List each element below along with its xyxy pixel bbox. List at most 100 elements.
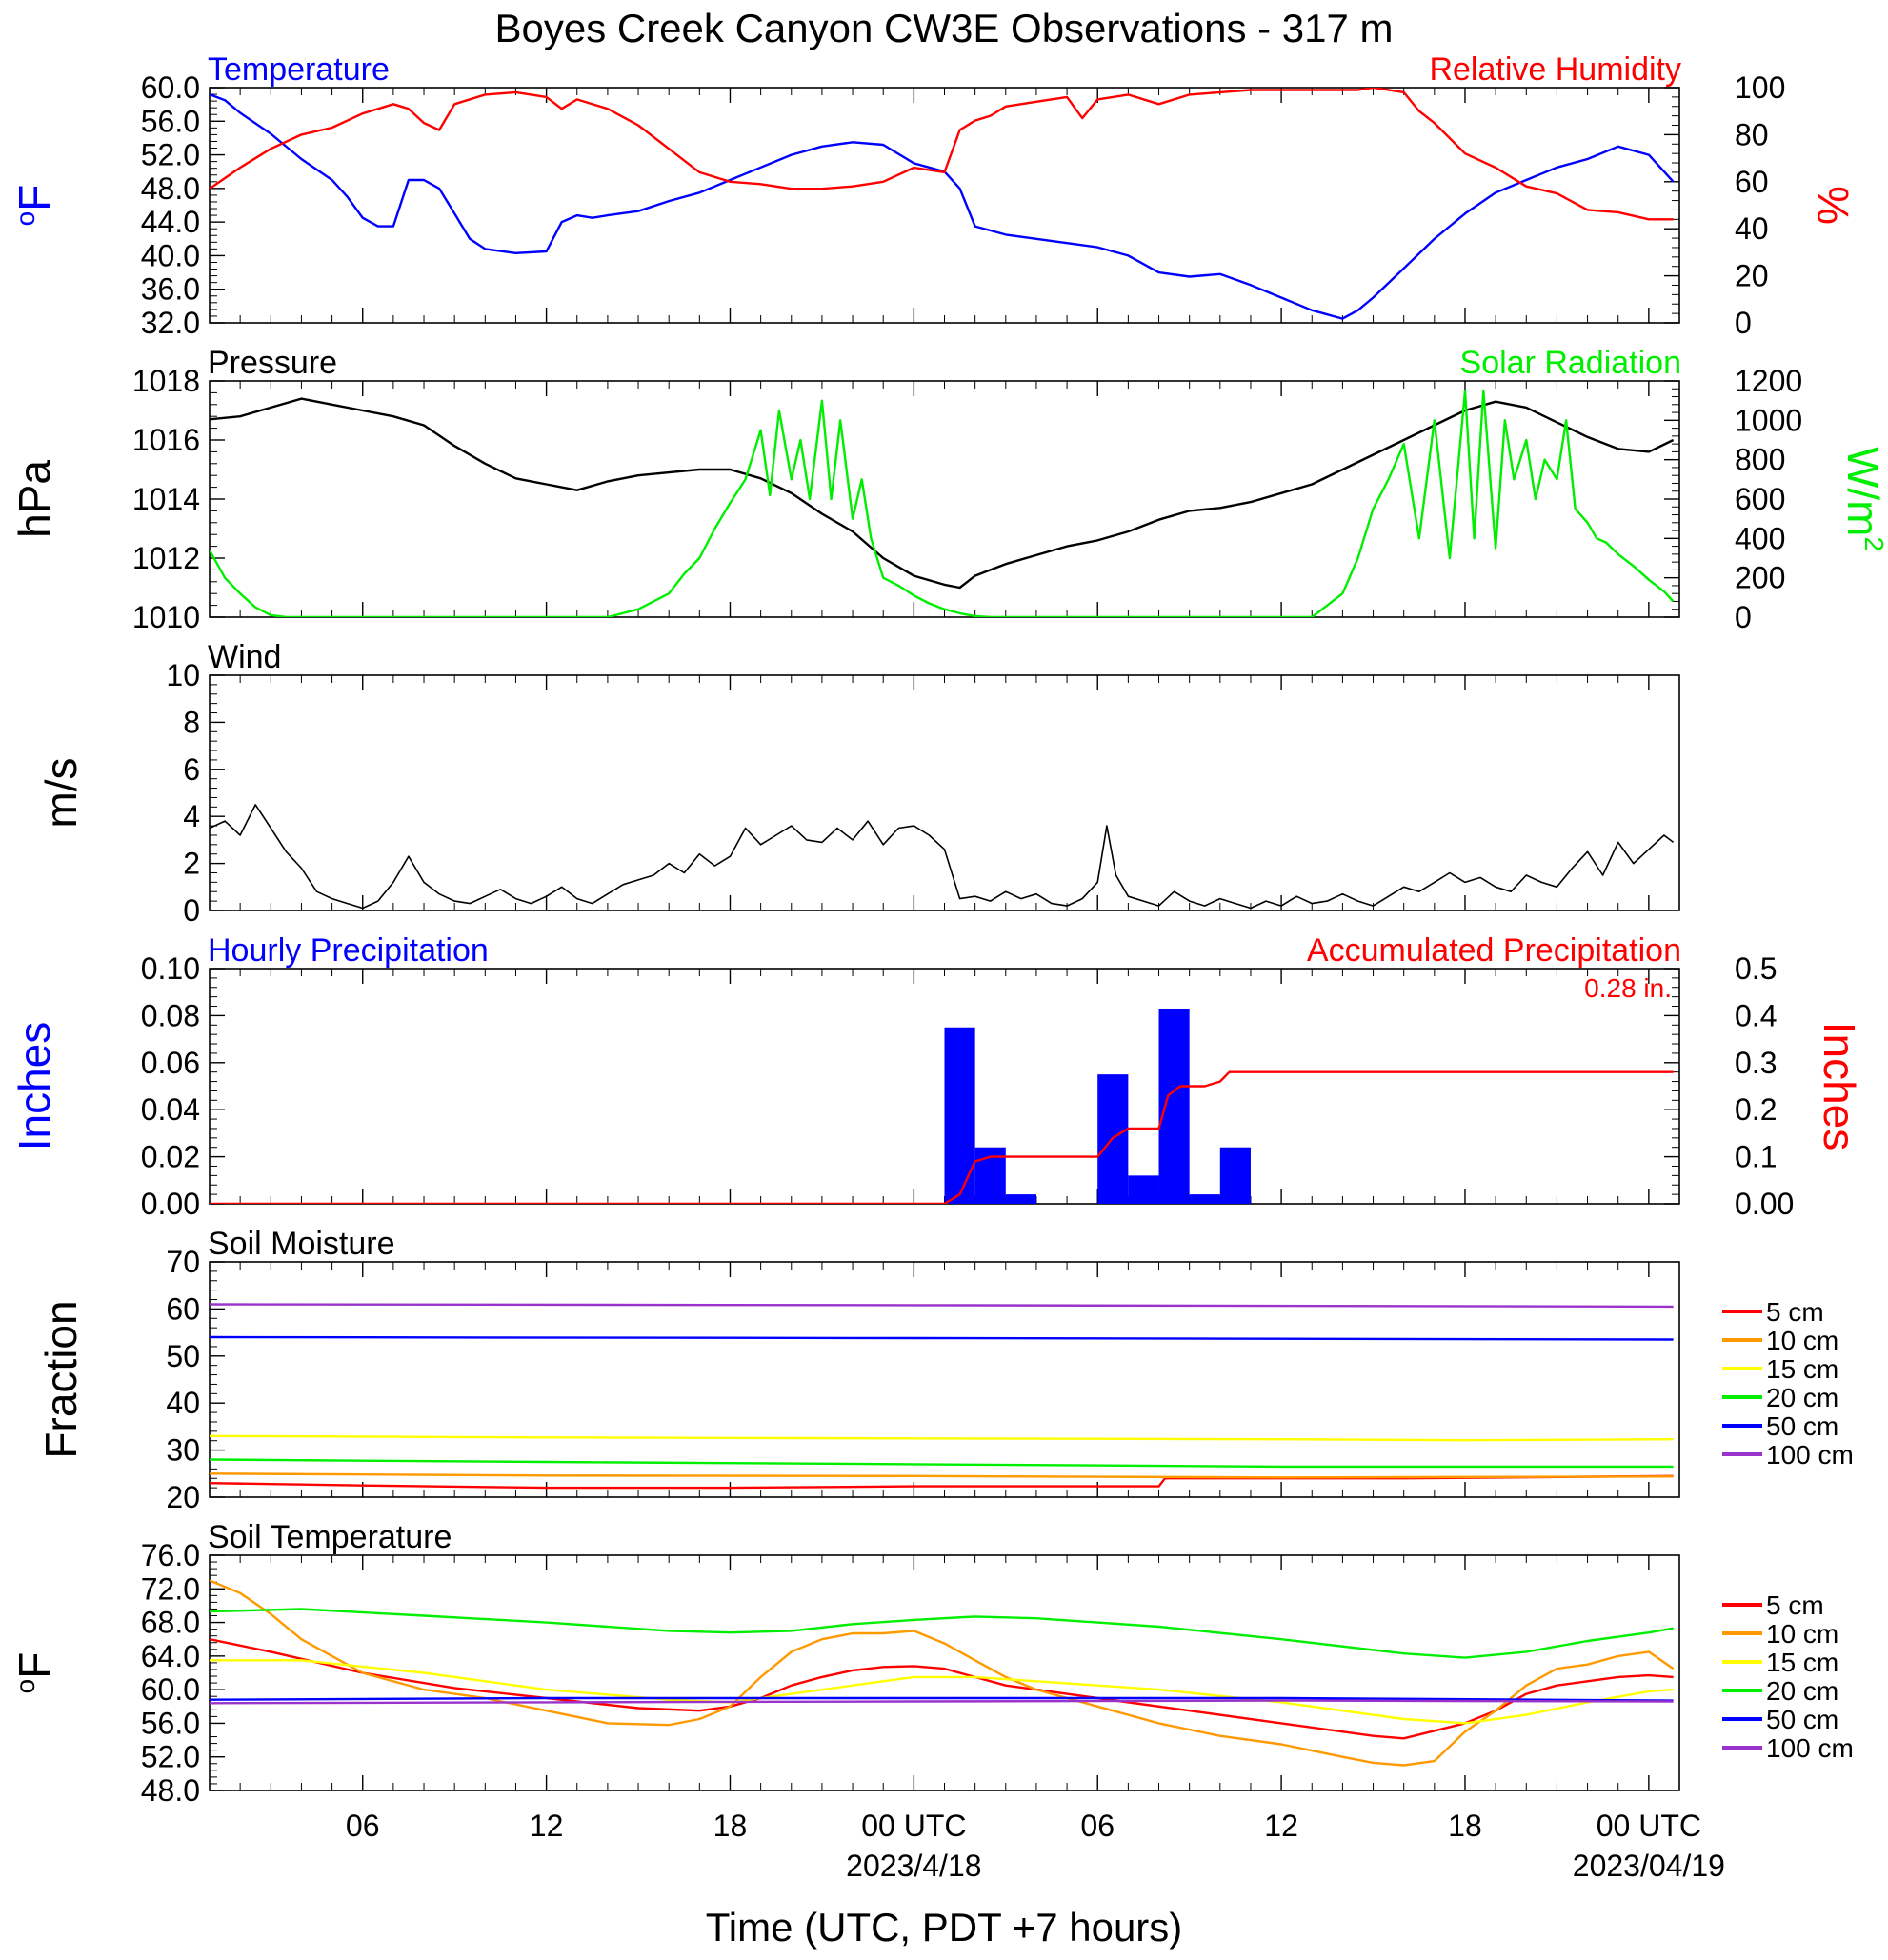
panel-pressure-solar: Pressure Solar Radiation 1010 1012 1014 1016 1… — [10, 345, 1888, 634]
plot-frame — [209, 87, 1680, 324]
y2-tick-label: 0.00 — [1735, 1187, 1794, 1221]
series-line-50-cm — [210, 1335, 1674, 1341]
y-tick-label: 1012 — [132, 541, 200, 575]
y-axis-label-right: % — [1808, 186, 1858, 225]
y-tick-label: 48.0 — [141, 171, 200, 206]
series-line-10-cm — [210, 1579, 1675, 1767]
y-axis-label-left: Inches — [10, 1022, 59, 1151]
y2-tick-label: 200 — [1735, 561, 1785, 595]
series-line-15-cm — [210, 1434, 1674, 1442]
y-tick-label: 0.10 — [141, 951, 200, 986]
x-tick-label: 18 — [1448, 1809, 1482, 1843]
y-tick-label: 50 — [166, 1339, 200, 1373]
y-axis-label-left: Fraction — [36, 1300, 86, 1458]
y-tick-label: 0.00 — [141, 1187, 200, 1221]
legend-label: 20 cm — [1766, 1676, 1838, 1706]
series-line-20-cm — [210, 1608, 1674, 1659]
legend-label: 5 cm — [1766, 1590, 1824, 1620]
legend-label: 15 cm — [1766, 1648, 1838, 1677]
series-line-20-cm — [210, 1458, 1674, 1469]
x-tick-label: 00 UTC — [1597, 1809, 1701, 1843]
y-tick-label: 52.0 — [141, 138, 200, 172]
series-line-10-cm — [210, 1472, 1674, 1479]
panel-title-right: Accumulated Precipitation — [1307, 932, 1681, 969]
y-axis-label-left: oF — [10, 1652, 59, 1694]
panel-title-left: Pressure — [208, 345, 337, 381]
y-tick-label: 68.0 — [141, 1606, 200, 1640]
panel-soil-moisture: Soil Moisture 20 30 40 50 60 70 Fraction 5 cm10 … — [36, 1226, 1854, 1514]
y-tick-label: 52.0 — [141, 1740, 200, 1774]
y-tick-label: 0 — [183, 893, 200, 928]
y2-tick-label: 20 — [1735, 259, 1769, 293]
panel-title-left: Soil Moisture — [208, 1226, 395, 1262]
accumulated-precip-line — [210, 1070, 1674, 1204]
precip-bar — [944, 1027, 975, 1204]
panel-soil-temperature: Soil Temperature 48.052.056.060.064.068.0… — [10, 1519, 1854, 1808]
panel-title-left: Wind — [208, 639, 281, 675]
y-tick-label: 1010 — [132, 600, 200, 634]
time-axis: 06 12 18 00 UTC 2023/4/18 06 12 18 00 UTC 2023/04… — [346, 1809, 1725, 1883]
y2-tick-label: 400 — [1735, 521, 1785, 555]
x-tick-label: 06 — [1080, 1809, 1115, 1843]
data-layer — [210, 804, 1675, 910]
y2-tick-label: 60 — [1735, 165, 1769, 199]
y-tick-label: 6 — [183, 752, 200, 787]
y2-tick-label: 1000 — [1735, 403, 1802, 437]
y-tick-label: 0.08 — [141, 998, 200, 1032]
y-tick-label: 1014 — [132, 482, 200, 516]
panel-title-left: Hourly Precipitation — [208, 932, 489, 969]
y-tick-label: 30 — [166, 1433, 200, 1468]
series-line-15-cm — [210, 1659, 1674, 1725]
y-tick-label: 72.0 — [141, 1571, 200, 1606]
data-layer — [210, 390, 1675, 617]
y-tick-label: 40.0 — [141, 238, 200, 272]
y2-tick-label: 0.1 — [1735, 1140, 1777, 1174]
y-tick-label: 56.0 — [141, 1706, 200, 1740]
data-layer — [210, 1303, 1674, 1490]
series-line-solar-radiation — [210, 390, 1675, 617]
x-axis-label: Time (UTC, PDT +7 hours) — [706, 1905, 1183, 1950]
y2-tick-label: 100 — [1735, 70, 1785, 105]
legend-label: 5 cm — [1766, 1297, 1824, 1327]
figure-title: Boyes Creek Canyon CW3E Observations - 3… — [494, 6, 1393, 50]
y-tick-label: 44.0 — [141, 205, 200, 239]
panel-title-right: Relative Humidity — [1429, 51, 1681, 88]
precip-bar — [1158, 1008, 1190, 1204]
panel-title-left: Soil Temperature — [208, 1519, 452, 1555]
legend-label: 50 cm — [1766, 1705, 1838, 1734]
y2-tick-label: 800 — [1735, 443, 1785, 477]
y2-tick-label: 1200 — [1735, 364, 1802, 398]
legend-label: 20 cm — [1766, 1383, 1838, 1412]
panel-temp-rh: Temperature Relative Humidity 32.036.040.0… — [10, 51, 1858, 340]
y-axis-label-left: hPa — [10, 460, 59, 538]
y-tick-label: 1018 — [132, 364, 200, 398]
y-axis-label-right: W/m2 — [1838, 447, 1888, 551]
y-tick-label: 40 — [166, 1386, 200, 1420]
x-tick-label: 00 UTC — [861, 1809, 966, 1843]
precip-bar — [1189, 1194, 1220, 1204]
series-line-pressure — [210, 397, 1675, 590]
y-axis-label-left: m/s — [36, 757, 86, 828]
y-tick-label: 4 — [183, 799, 200, 833]
series-line-relative-humidity — [210, 88, 1674, 221]
y2-tick-label: 600 — [1735, 482, 1785, 516]
series-line-temperature — [210, 92, 1675, 320]
y-axis-label-left: oF — [10, 185, 59, 227]
panels: Temperature Relative Humidity32.036.040.0… — [10, 51, 1888, 1808]
data-layer — [210, 1008, 1674, 1204]
y2-tick-label: 40 — [1735, 211, 1769, 246]
x-tick-label: 12 — [530, 1809, 564, 1843]
legend-label: 10 cm — [1766, 1326, 1838, 1355]
y2-tick-label: 0.2 — [1735, 1092, 1777, 1127]
y-tick-label: 60.0 — [141, 1672, 200, 1707]
data-layer — [210, 88, 1675, 320]
precip-bar — [1128, 1175, 1159, 1204]
total-annotation: 0.28 in. — [1584, 973, 1672, 1003]
y-tick-label: 70 — [166, 1245, 200, 1279]
legend-label: 100 cm — [1766, 1733, 1854, 1763]
x-tick-label: 12 — [1264, 1809, 1298, 1843]
series-line-wind — [210, 804, 1675, 910]
y-tick-label: 64.0 — [141, 1639, 200, 1673]
y-tick-label: 60.0 — [141, 70, 200, 105]
